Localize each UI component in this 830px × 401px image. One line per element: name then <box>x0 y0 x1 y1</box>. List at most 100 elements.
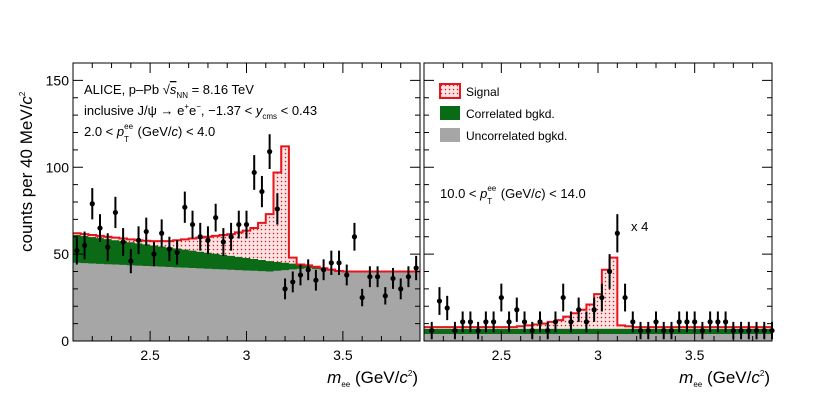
data-point <box>390 275 396 282</box>
x-tick-label: 3 <box>243 347 251 363</box>
y-tick-label: 50 <box>53 246 69 262</box>
data-point <box>622 294 628 301</box>
data-point <box>259 188 265 195</box>
data-point <box>429 327 435 334</box>
data-point <box>537 319 543 325</box>
legend-label-correlated: Correlated bgkd. <box>466 107 555 121</box>
data-point <box>213 215 219 221</box>
data-point <box>475 327 481 334</box>
data-point <box>614 230 620 236</box>
data-point <box>599 294 605 301</box>
data-point <box>290 279 296 285</box>
data-point <box>81 242 88 249</box>
x-tick-label: 3 <box>594 347 602 363</box>
data-point <box>251 169 257 176</box>
data-point <box>738 327 744 334</box>
y-tick-label: 150 <box>46 72 70 88</box>
data-point <box>105 244 111 250</box>
data-point <box>405 274 412 280</box>
data-point <box>89 201 95 207</box>
data-point <box>305 267 311 273</box>
data-point <box>267 149 273 155</box>
data-point <box>128 258 134 264</box>
data-point <box>591 307 597 313</box>
data-point <box>607 268 613 275</box>
data-point <box>630 319 636 325</box>
annotation-pt-range-right: 10.0 < pee T (GeV/c) < 14.0 <box>440 184 586 206</box>
uncorrelated-background-area <box>73 262 420 341</box>
data-point <box>336 260 342 266</box>
data-point <box>344 272 350 278</box>
data-point <box>583 319 590 325</box>
legend-swatch-signal <box>439 83 461 99</box>
signal-area <box>424 257 772 341</box>
data-point <box>753 327 760 334</box>
data-point <box>382 293 388 299</box>
data-point <box>676 319 682 325</box>
signal-outline <box>424 256 772 329</box>
data-point <box>491 319 497 325</box>
data-point <box>220 239 226 245</box>
data-point <box>367 274 373 280</box>
data-point <box>467 319 473 325</box>
y-axis-title: counts per 40 MeV/c2 <box>17 91 36 252</box>
right-annotations: 10.0 < pee T (GeV/c) < 14.0 x 4 <box>440 184 648 234</box>
data-point <box>398 286 404 292</box>
data-point <box>313 277 319 283</box>
data-point <box>746 327 752 334</box>
sqrt-symbol: √ <box>163 82 171 97</box>
data-point <box>552 319 559 325</box>
data-point <box>692 319 698 325</box>
data-point <box>413 265 419 271</box>
data-point <box>135 237 142 243</box>
data-point <box>707 319 713 325</box>
data-point <box>120 239 126 245</box>
data-point <box>661 327 667 334</box>
legend: Signal Correlated bgkd. Uncorrelated bgk… <box>439 83 567 143</box>
data-point <box>436 298 443 304</box>
data-point <box>483 319 489 325</box>
annotation-scale-factor: x 4 <box>631 219 648 234</box>
data-point <box>637 327 644 334</box>
y-tick-label: 0 <box>61 333 69 349</box>
data-point <box>730 327 736 334</box>
data-point <box>182 204 188 210</box>
data-point <box>668 327 675 334</box>
data-point <box>761 327 767 334</box>
data-point <box>506 319 512 325</box>
data-point <box>97 225 103 231</box>
data-point <box>452 327 458 334</box>
data-point <box>205 237 211 243</box>
data-point <box>560 294 566 301</box>
legend-swatch-correlated <box>440 106 460 120</box>
data-point <box>236 221 242 228</box>
data-point <box>545 327 551 334</box>
x-axis-title-right: mee (GeV/c2) <box>679 368 770 389</box>
data-point <box>460 319 466 325</box>
legend-swatch-uncorrelated <box>440 128 460 142</box>
data-point <box>359 294 365 301</box>
data-point <box>699 327 706 334</box>
x-tick-label: 3.5 <box>333 347 353 363</box>
data-point <box>151 251 157 257</box>
data-point <box>514 307 520 313</box>
data-point <box>576 307 582 313</box>
x-axis-title-left: mee (GeV/c2) <box>327 368 418 389</box>
data-point <box>568 319 574 325</box>
data-point <box>274 206 280 212</box>
data-point <box>189 221 196 228</box>
data-point <box>529 327 535 334</box>
data-point <box>297 272 304 278</box>
data-point <box>197 234 203 240</box>
annotation-process: inclusive J/ψ → e+e−, −1.37 < ycms < 0.4… <box>84 102 317 121</box>
data-point <box>112 209 119 216</box>
data-point <box>159 230 165 236</box>
data-point <box>521 319 528 325</box>
panel-right: 2.5 3 3.5 <box>423 62 775 363</box>
data-point <box>282 286 288 292</box>
left-annotations: ALICE, p–Pb √sNN = 8.16 TeV inclusive J/… <box>84 82 317 144</box>
data-point <box>74 248 80 254</box>
data-point <box>328 260 334 266</box>
data-point <box>143 228 149 235</box>
